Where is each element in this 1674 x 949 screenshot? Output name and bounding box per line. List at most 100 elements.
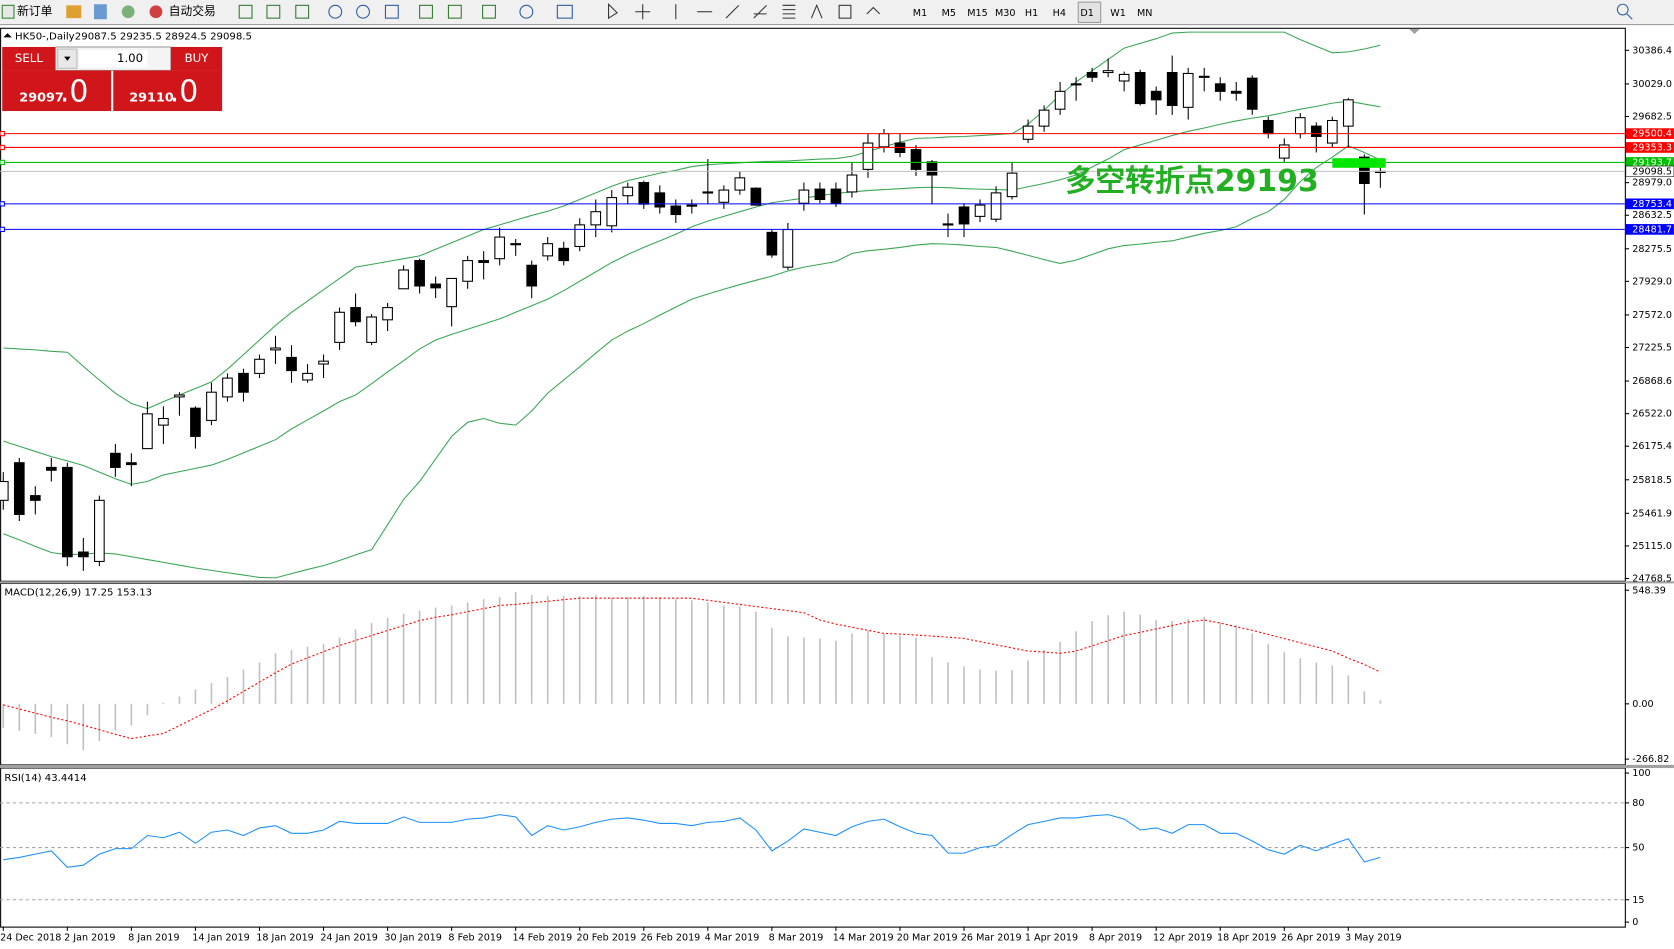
candle-body — [702, 191, 714, 194]
y-tick-label: 26522.0 — [1632, 409, 1672, 420]
buy-button[interactable] — [170, 46, 223, 71]
x-tick-label: 8 Mar 2019 — [769, 932, 824, 943]
tool-icon[interactable] — [556, 4, 573, 19]
crosshair-tool[interactable] — [635, 4, 651, 20]
timeframe-button[interactable]: D1 — [1080, 8, 1093, 19]
y-tick-label: 100 — [1632, 768, 1650, 779]
auto-trade-button[interactable]: 自动交易 — [169, 4, 216, 18]
candle-body — [1022, 125, 1034, 140]
zoom-in[interactable] — [328, 4, 343, 19]
candle-body — [1150, 90, 1162, 101]
sell-button[interactable] — [2, 46, 56, 71]
collapse-icon — [3, 33, 12, 38]
symbol-title: HK50-,Daily — [15, 31, 75, 42]
candle-body — [878, 133, 890, 148]
auto-trade-icon[interactable] — [149, 5, 163, 19]
candle-body — [350, 307, 361, 323]
timeframe-button[interactable]: H4 — [1053, 8, 1066, 19]
new-order-icon[interactable] — [1, 4, 15, 19]
sell-label[interactable]: SELL — [15, 51, 43, 65]
lot-input[interactable] — [79, 50, 148, 68]
splitter — [0, 581, 1674, 584]
y-tick-label: 30386.4 — [1632, 45, 1672, 56]
timeframe-button[interactable]: M15 — [967, 8, 988, 19]
trade-panel: SELL 1.00 BUY 29097 .0 29110 .0 — [2, 46, 223, 112]
trendline-tool[interactable] — [725, 4, 740, 19]
label-tool[interactable] — [838, 4, 852, 19]
candle-body — [1054, 90, 1066, 110]
tool-icon[interactable] — [447, 4, 462, 19]
lot-value[interactable]: 1.00 — [117, 51, 143, 65]
candle-body — [910, 149, 922, 170]
tool-icon[interactable] — [519, 4, 534, 19]
toolbar-bg — [0, 0, 1674, 25]
timeframe-button[interactable]: H1 — [1025, 8, 1038, 19]
y-tick-label: 27929.0 — [1632, 276, 1672, 287]
fibo-tool[interactable] — [782, 4, 796, 19]
candle-body — [1310, 125, 1322, 138]
level-handle — [0, 130, 5, 137]
candle-body — [1246, 77, 1258, 110]
candle-body — [414, 260, 425, 287]
candle-body — [13, 462, 25, 515]
x-tick-label: 14 Feb 2019 — [512, 932, 572, 943]
tool-icon[interactable] — [295, 4, 310, 19]
candle-body — [926, 161, 938, 176]
new-order-button[interactable]: 新订单 — [17, 4, 52, 18]
tool-icon[interactable] — [419, 4, 433, 19]
candle-body — [526, 264, 538, 287]
tool-icon[interactable] — [482, 4, 496, 19]
candle-body — [1086, 72, 1098, 78]
candle-body — [110, 452, 121, 468]
y-tick-label: 80 — [1632, 798, 1644, 809]
y-tick-label: 25461.9 — [1632, 508, 1672, 519]
signal-line — [3, 597, 1381, 740]
toolbar-icon[interactable] — [94, 4, 107, 20]
y-tick-label: 27225.5 — [1632, 343, 1672, 354]
candle-body — [382, 307, 393, 321]
channel-tool[interactable] — [753, 4, 767, 19]
candle-body — [1134, 72, 1146, 105]
timeframe-button[interactable]: M1 — [913, 8, 927, 19]
buy-label[interactable]: BUY — [185, 51, 210, 65]
arrow-tool[interactable] — [866, 6, 881, 15]
y-tick-label: 25115.0 — [1632, 541, 1672, 552]
timeframe-button[interactable]: W1 — [1110, 8, 1126, 19]
rsi-title: RSI(14) 43.4414 — [4, 773, 86, 784]
tool-icon[interactable] — [266, 4, 281, 19]
candle-body — [1342, 99, 1354, 127]
x-tick-label: 18 Apr 2019 — [1217, 932, 1276, 943]
candle-body — [654, 192, 666, 208]
text-tool[interactable] — [810, 3, 823, 19]
y-tick-label: 25818.5 — [1632, 475, 1672, 486]
candle-body — [29, 495, 41, 501]
x-tick-label: 24 Dec 2018 — [0, 932, 61, 943]
level-label: 28753.4 — [1632, 199, 1672, 210]
timeframe-button[interactable]: M30 — [995, 8, 1016, 19]
timeframe-button[interactable]: M5 — [942, 8, 956, 19]
tool-icon[interactable] — [238, 4, 253, 19]
buy-price-box[interactable] — [113, 70, 223, 112]
candle-body — [574, 224, 586, 248]
toolbar-icon[interactable] — [121, 5, 135, 19]
zoom-out[interactable] — [356, 4, 370, 19]
timeframes: M1 M5 M15 M30 H1 H4 D1 W1 MN — [913, 8, 1153, 19]
candle-body — [1006, 172, 1018, 198]
candle-body — [670, 205, 682, 216]
timeframe-button[interactable]: MN — [1137, 8, 1152, 19]
toolbar-icon[interactable] — [66, 5, 82, 19]
candle-body — [782, 229, 794, 268]
level-label-bg — [1625, 142, 1674, 153]
candle-body — [990, 192, 1002, 220]
sell-price-box[interactable] — [2, 70, 112, 112]
tool-icon[interactable] — [384, 4, 399, 19]
candle-body — [1230, 90, 1242, 94]
search-icon[interactable] — [1616, 3, 1633, 20]
pivot-marker — [1332, 158, 1386, 168]
candle-body — [62, 466, 73, 558]
cursor-tool[interactable] — [608, 2, 618, 20]
candle-body — [1102, 70, 1114, 74]
candle-body — [0, 480, 9, 501]
candle-body — [606, 197, 618, 227]
